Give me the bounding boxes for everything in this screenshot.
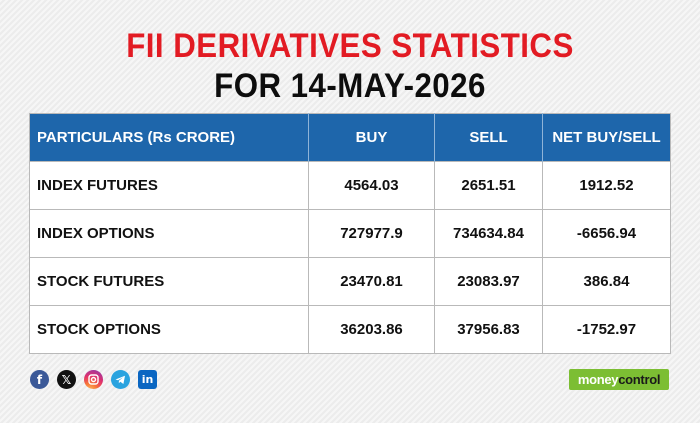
table-header-row: PARTICULARS (Rs CRORE) BUY SELL NET BUY/… [29,113,671,162]
table-row: STOCK FUTURES 23470.81 23083.97 386.84 [29,257,671,306]
header-particulars: PARTICULARS (Rs CRORE) [29,113,309,162]
row-net: -1752.97 [542,305,671,354]
derivatives-table: PARTICULARS (Rs CRORE) BUY SELL NET BUY/… [29,113,671,354]
row-sell: 37956.83 [434,305,543,354]
moneycontrol-logo: money control [569,369,669,390]
row-buy: 727977.9 [308,209,435,258]
row-label: STOCK OPTIONS [29,305,309,354]
table-row: INDEX FUTURES 4564.03 2651.51 1912.52 [29,161,671,210]
x-icon[interactable]: 𝕏 [57,370,76,389]
linkedin-icon[interactable]: in [138,370,157,389]
row-label: INDEX OPTIONS [29,209,309,258]
table-row: INDEX OPTIONS 727977.9 734634.84 -6656.9… [29,209,671,258]
row-sell: 23083.97 [434,257,543,306]
title-line-2: FOR 14-MAY-2026 [214,67,486,105]
row-net: 1912.52 [542,161,671,210]
title-line-1: FII DERIVATIVES STATISTICS [126,27,574,65]
row-buy: 23470.81 [308,257,435,306]
row-net: 386.84 [542,257,671,306]
row-label: INDEX FUTURES [29,161,309,210]
facebook-icon[interactable]: f [30,370,49,389]
row-sell: 2651.51 [434,161,543,210]
header-buy: BUY [308,113,435,162]
row-net: -6656.94 [542,209,671,258]
social-icons: f 𝕏 in [30,370,157,390]
telegram-icon[interactable] [111,370,130,389]
row-buy: 4564.03 [308,161,435,210]
instagram-icon[interactable] [84,370,103,389]
row-buy: 36203.86 [308,305,435,354]
header-sell: SELL [434,113,543,162]
table-row: STOCK OPTIONS 36203.86 37956.83 -1752.97 [29,305,671,354]
row-label: STOCK FUTURES [29,257,309,306]
header-net: NET BUY/SELL [542,113,671,162]
row-sell: 734634.84 [434,209,543,258]
